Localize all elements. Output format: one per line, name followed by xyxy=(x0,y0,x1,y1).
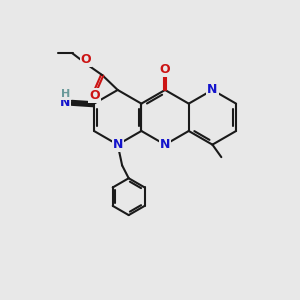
Text: H: H xyxy=(61,89,70,99)
Text: N: N xyxy=(60,96,70,109)
Text: O: O xyxy=(81,53,91,66)
Text: N: N xyxy=(207,83,218,97)
Text: O: O xyxy=(160,63,170,76)
Text: N: N xyxy=(112,138,123,151)
Text: O: O xyxy=(89,89,100,102)
Text: N: N xyxy=(160,138,170,151)
